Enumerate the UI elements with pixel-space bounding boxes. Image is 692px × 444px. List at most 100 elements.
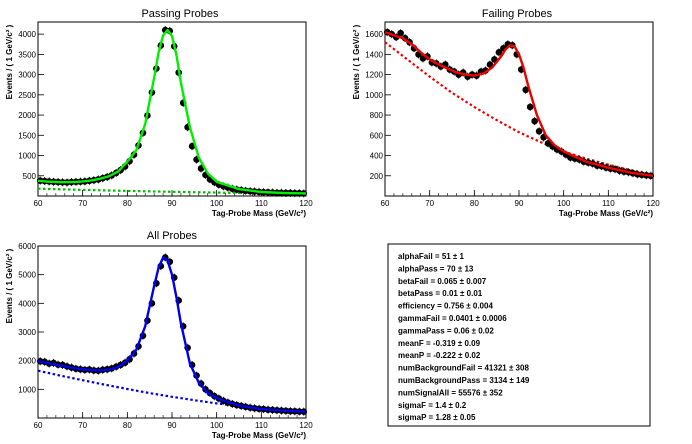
parameter-name: sigmaF (398, 401, 426, 410)
data-point (535, 127, 543, 135)
parameter-value: 0.756 ± 0.004 (444, 302, 493, 311)
x-tick-label: 120 (299, 421, 313, 430)
y-axis-label: Events / ( 1 GeV/c² ) (352, 24, 361, 99)
parameter-value: 70 ± 13 (447, 264, 474, 273)
chart-title: All Probes (147, 230, 198, 242)
y-tick-label: 1000 (365, 91, 383, 100)
data-point (495, 49, 503, 56)
parameter-equals: = (433, 289, 442, 298)
parameter-value: 0.065 ± 0.007 (437, 277, 486, 286)
parameter-equals: = (438, 264, 447, 273)
parameter-equals: = (428, 277, 437, 286)
x-tick-label: 90 (168, 199, 177, 208)
x-tick-label: 60 (34, 421, 43, 430)
x-tick-label: 100 (210, 199, 224, 208)
y-tick-label: 1500 (18, 131, 36, 140)
y-tick-label: 3000 (18, 328, 36, 337)
y-axis-label: Events / ( 1 GeV/c² ) (5, 248, 14, 323)
y-tick-label: 3500 (18, 50, 36, 59)
parameter-equals: = (445, 326, 454, 335)
parameter-name: meanF (398, 339, 424, 348)
parameter-equals: = (424, 339, 433, 348)
total-fit-curve (37, 256, 307, 413)
x-tick-label: 80 (123, 199, 132, 208)
parameter-row: betaFail = 0.065 ± 0.007 (398, 277, 487, 286)
parameter-row: numSignalAll = 55576 ± 352 (398, 388, 503, 397)
x-tick-label: 100 (210, 421, 224, 430)
x-tick-label: 90 (515, 199, 524, 208)
x-axis-label: Tag-Probe Mass (GeV/c²) (212, 209, 306, 218)
y-tick-label: 2000 (18, 357, 36, 366)
parameter-row: sigmaF = 1.4 ± 0.2 (398, 401, 467, 410)
parameter-value: 3134 ± 149 (489, 376, 530, 385)
y-tick-label: 4000 (18, 30, 36, 39)
y-tick-label: 1200 (365, 71, 383, 80)
x-axis-label: Tag-Probe Mass (GeV/c²) (212, 431, 306, 440)
y-tick-label: 500 (23, 172, 37, 181)
x-tick-label: 70 (78, 421, 87, 430)
parameter-value: 55576 ± 352 (458, 388, 503, 397)
x-tick-label: 100 (557, 199, 571, 208)
background-fit-curve (37, 369, 307, 414)
parameter-row: numBackgroundPass = 3134 ± 149 (398, 376, 530, 385)
parameter-name: efficiency (398, 302, 435, 311)
parameter-row: betaPass = 0.01 ± 0.01 (398, 289, 483, 298)
parameter-name: gammaFail (398, 314, 440, 323)
passing-probes-panel: Passing Probes 60 70 80 90 100 110 120 500 1000 15… (5, 8, 313, 218)
fit-parameters-box: alphaFail = 51 ± 1 alphaPass = 70 ± 13 bet… (387, 243, 651, 427)
parameter-name: gammaPass (398, 326, 445, 335)
x-tick-label: 110 (255, 421, 268, 430)
data-point (531, 117, 538, 125)
data-point (486, 61, 494, 68)
all-probes-panel: All Probes 60 70 80 90 100 110 120 1000 2000 3000 4… (5, 230, 313, 440)
failing-probes-panel: Failing Probes 60 70 80 90 100 110 120 200 400 600… (352, 8, 660, 218)
parameter-name: numBackgroundFail (398, 364, 475, 373)
x-tick-label: 70 (78, 199, 87, 208)
data-point (397, 29, 404, 37)
parameter-value: -0.222 ± 0.02 (433, 351, 481, 360)
x-tick-label: 60 (381, 199, 390, 208)
parameter-row: efficiency = 0.756 ± 0.004 (398, 302, 493, 311)
parameter-value: 0.0401 ± 0.0006 (449, 314, 507, 323)
x-tick-label: 110 (602, 199, 615, 208)
parameter-value: 51 ± 1 (442, 252, 465, 261)
y-tick-label: 4000 (18, 299, 36, 308)
x-tick-label: 80 (123, 421, 132, 430)
y-tick-label: 2000 (18, 111, 36, 120)
parameter-name: betaPass (398, 289, 434, 298)
parameter-row: alphaPass = 70 ± 13 (398, 264, 474, 273)
x-tick-label: 80 (470, 199, 479, 208)
parameter-value: 1.28 ± 0.05 (435, 413, 476, 422)
x-tick-label: 110 (255, 199, 268, 208)
y-tick-label: 2500 (18, 91, 36, 100)
parameter-equals: = (426, 413, 435, 422)
total-fit-curve (37, 28, 307, 195)
parameter-row: meanP = -0.222 ± 0.02 (398, 351, 481, 360)
y-tick-label: 1400 (365, 50, 383, 59)
x-tick-label: 90 (168, 421, 177, 430)
x-tick-label: 120 (299, 199, 313, 208)
parameter-name: betaFail (398, 277, 428, 286)
y-tick-label: 1600 (365, 30, 383, 39)
parameter-name: alphaFail (398, 252, 433, 261)
parameter-name: numSignalAll (398, 388, 449, 397)
chart-title: Failing Probes (482, 8, 553, 20)
parameter-equals: = (480, 376, 489, 385)
parameter-equals: = (426, 401, 435, 410)
x-tick-label: 70 (425, 199, 434, 208)
parameter-equals: = (440, 314, 449, 323)
y-tick-label: 600 (370, 131, 384, 140)
background-fit-curve (384, 41, 654, 176)
parameter-value: -0.319 ± 0.09 (433, 339, 481, 348)
parameter-name: numBackgroundPass (398, 376, 481, 385)
parameter-row: numBackgroundFail = 41321 ± 308 (398, 364, 529, 373)
parameter-equals: = (449, 388, 458, 397)
total-fit-curve (384, 30, 654, 177)
parameter-equals: = (424, 351, 433, 360)
parameter-row: sigmaP = 1.28 ± 0.05 (398, 413, 476, 422)
parameter-row: meanF = -0.319 ± 0.09 (398, 339, 481, 348)
y-axis-label: Events / ( 1 GeV/c² ) (5, 24, 14, 99)
parameter-name: alphaPass (398, 264, 438, 273)
x-tick-label: 120 (646, 199, 660, 208)
